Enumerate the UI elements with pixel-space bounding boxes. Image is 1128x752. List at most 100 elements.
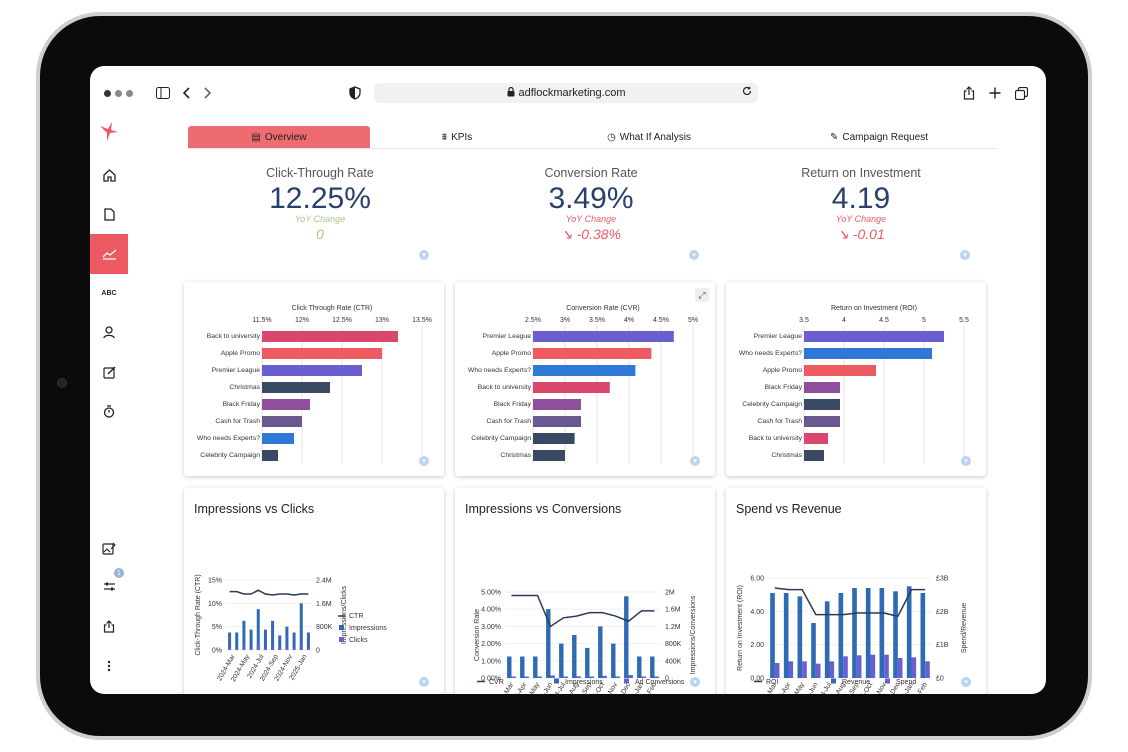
legend-label: Impressions (565, 679, 603, 686)
export-icon[interactable] (90, 611, 128, 641)
analytics-icon[interactable] (90, 234, 128, 274)
edit-icon[interactable] (90, 357, 128, 387)
bar-impressions (249, 629, 253, 650)
bar-ad-conversions (641, 676, 646, 678)
info-icon[interactable]: ▾ (419, 677, 429, 687)
y2-tick-label: 2M (665, 590, 675, 597)
category-label: Cash for Trash (486, 418, 531, 425)
info-icon[interactable]: ▾ (961, 456, 971, 466)
y-tick-label: 5.00% (481, 590, 501, 597)
x-tick-label: 3.5 (799, 317, 809, 324)
tab-overview[interactable]: ▤ Overview (188, 126, 370, 148)
share-icon[interactable] (960, 84, 978, 102)
image-edit-icon[interactable] (90, 533, 128, 563)
tab-label: What If Analysis (619, 131, 691, 143)
y2-tick-label: 1.6M (316, 601, 332, 608)
card-title: Impressions vs Clicks (194, 502, 315, 516)
bar-clicks (292, 647, 296, 650)
y-tick-label: 4.00 (750, 609, 764, 616)
category-label: Black Friday (223, 401, 261, 408)
bar-spend (856, 655, 862, 678)
info-icon[interactable]: ▾ (690, 456, 700, 466)
bar (262, 450, 278, 461)
info-icon[interactable]: ▾ (419, 250, 429, 260)
bar-revenue (797, 596, 803, 678)
legend-label: Impressions (349, 625, 387, 632)
bar-ad-conversions (589, 676, 594, 678)
info-icon[interactable]: ▾ (690, 677, 700, 687)
tab-label: Campaign Request (842, 131, 928, 143)
kpi-value: 3.49% (548, 182, 634, 215)
bar-impressions (559, 643, 564, 678)
y-tick-label: 15% (208, 578, 222, 585)
forward-icon[interactable] (198, 84, 216, 102)
bar-spend (802, 661, 807, 678)
bar (533, 399, 581, 410)
line-ctr (229, 589, 309, 596)
y2-tick-label: 1.6M (665, 607, 681, 614)
tab-what-if-analysis[interactable]: ◷ What If Analysis (558, 126, 740, 148)
bar (804, 365, 876, 376)
bar-revenue (811, 623, 816, 678)
category-label: Back to university (207, 333, 261, 340)
bar (533, 331, 674, 342)
tab-kpis[interactable]: ⩩ KPIs (370, 126, 544, 148)
kpi-value: 12.25% (269, 182, 371, 215)
lock-icon (507, 86, 515, 100)
tablet-frame: adflockmarketing.com (36, 12, 1092, 740)
bar-impressions (585, 647, 590, 678)
tab-campaign-request[interactable]: ✎ Campaign Request (788, 126, 970, 148)
y2-tick-label: 0 (316, 648, 320, 655)
window-dot[interactable] (126, 90, 133, 97)
user-icon[interactable] (90, 317, 128, 347)
bar-spend (843, 656, 848, 678)
shield-icon[interactable] (346, 84, 364, 102)
legend-label: Clicks (349, 637, 368, 644)
bar (262, 399, 310, 410)
address-bar[interactable]: adflockmarketing.com (374, 83, 758, 103)
bar-impressions (256, 609, 260, 650)
y-tick-label: 0.00 (750, 676, 764, 683)
url-text: adflockmarketing.com (518, 87, 626, 99)
info-icon[interactable]: ▾ (689, 250, 699, 260)
y-tick-label: 1.00% (481, 658, 501, 665)
category-label: Premier League (754, 333, 803, 340)
document-icon[interactable] (90, 199, 128, 229)
tabs-overview-icon[interactable] (1012, 84, 1030, 102)
x-tick-label: 4.5% (653, 317, 669, 324)
reload-icon[interactable] (742, 86, 752, 99)
info-icon[interactable]: ▾ (961, 677, 971, 687)
screen: adflockmarketing.com (90, 66, 1046, 694)
window-dot[interactable] (104, 90, 111, 97)
abc-icon[interactable]: ABC (101, 289, 117, 297)
window-dot[interactable] (115, 90, 122, 97)
timer-icon[interactable] (90, 396, 128, 426)
expand-icon[interactable]: ⤢ (695, 288, 709, 302)
bar (804, 331, 944, 342)
y2-axis-label: Spend/Revenue (961, 603, 968, 653)
more-icon[interactable] (90, 651, 128, 681)
back-icon[interactable] (178, 84, 196, 102)
new-tab-icon[interactable] (986, 84, 1004, 102)
info-icon[interactable]: ▾ (419, 456, 429, 466)
bar-spend (884, 654, 889, 678)
y2-tick-label: 0 (665, 676, 669, 683)
filters-icon[interactable]: 1 (90, 568, 128, 602)
bar-revenue (906, 586, 912, 678)
window-controls[interactable] (104, 90, 133, 97)
app-sidebar: ABC 1 (90, 116, 128, 694)
line-cvr (511, 594, 655, 628)
category-label: Who needs Experts? (468, 367, 531, 374)
bar (262, 416, 302, 427)
category-label: Black Friday (494, 401, 532, 408)
home-icon[interactable] (90, 160, 128, 190)
sidebar-toggle-icon[interactable] (154, 84, 172, 102)
x-tick-label: 2.5% (525, 317, 541, 324)
bar-spend (897, 658, 903, 678)
bar (533, 348, 652, 359)
bar-impressions (292, 632, 296, 650)
legend-label: CTR (349, 613, 363, 620)
info-icon[interactable]: ▾ (960, 250, 970, 260)
bar-clicks (263, 647, 267, 650)
y2-tick-label: £2B (936, 609, 949, 616)
